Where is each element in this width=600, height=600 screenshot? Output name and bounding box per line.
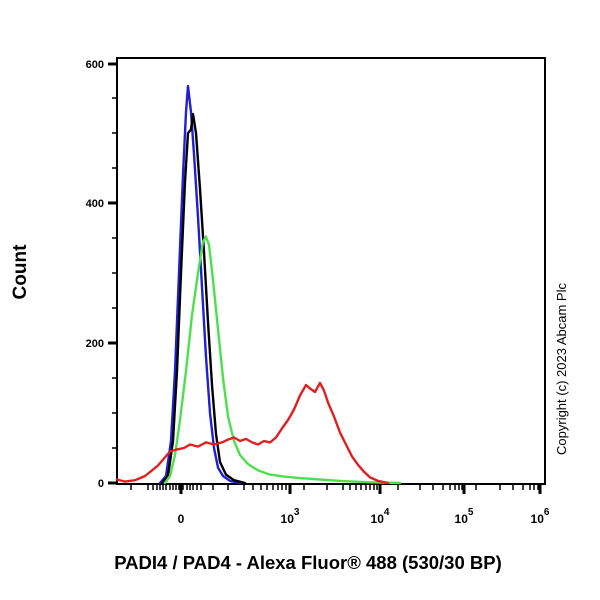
y-axis-ticks: 0 200 400 600	[86, 59, 117, 490]
x-axis-ticks: 0 103 104 105 106	[130, 484, 550, 526]
plot-frame	[116, 57, 546, 485]
x-tick-label: 106	[531, 507, 550, 526]
y-tick-label: 600	[86, 59, 104, 71]
y-tick-label: 200	[86, 338, 104, 350]
series-blue-curve	[158, 84, 242, 485]
x-tick-label: 0	[178, 512, 185, 526]
x-tick-label: 103	[281, 507, 300, 526]
series-red-curve	[115, 381, 390, 485]
x-axis-title: PADI4 / PAD4 - Alexa Fluor® 488 (530/30 …	[114, 552, 502, 573]
x-tick-label: 104	[371, 507, 390, 526]
plot-border	[116, 57, 546, 485]
y-tick-label: 400	[86, 198, 104, 210]
y-axis-title: Count	[10, 244, 31, 300]
y-tick-label: 0	[98, 478, 104, 490]
series-black-curve	[160, 112, 247, 485]
copyright-annotation: Copyright (c) 2023 Abcam Plc	[554, 283, 569, 455]
histogram-series	[115, 84, 402, 485]
x-tick-label: 105	[455, 507, 474, 526]
series-green-curve	[163, 235, 402, 485]
